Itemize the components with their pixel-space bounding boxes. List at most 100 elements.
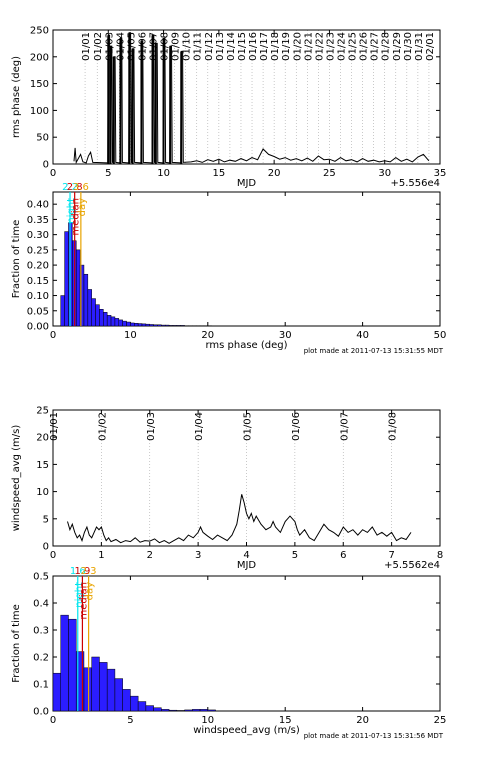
y-tick-label: 15	[36, 460, 49, 471]
x-tick-label: 30	[279, 330, 292, 341]
y-tick-label: 5	[43, 514, 49, 525]
y-tick-label: 25	[36, 406, 49, 417]
y-tick-label: 0.35	[27, 215, 49, 226]
histogram-bar	[153, 324, 158, 327]
marker-value-median: 2.8	[67, 182, 83, 193]
date-label: 01/11	[193, 32, 204, 61]
histogram-bar	[126, 321, 131, 327]
date-label: 01/20	[292, 32, 303, 61]
x-tick-label: 0	[50, 168, 56, 179]
x-tick-label: 7	[388, 550, 394, 561]
date-label: 01/09	[171, 32, 182, 61]
y-tick-label: 0.5	[33, 572, 49, 583]
y-tick-label: 0	[43, 542, 49, 553]
y-tick-label: 150	[30, 79, 49, 90]
date-label: 01/05	[126, 32, 137, 61]
plot-frame-1	[52, 191, 441, 327]
x-tick-label: 15	[279, 715, 292, 726]
x-offset-label: +5.556e4	[390, 178, 440, 189]
date-label: 01/19	[281, 32, 292, 61]
histogram-bar	[99, 662, 108, 712]
histogram-bar	[130, 322, 135, 327]
y-tick-label: 0.20	[27, 261, 49, 272]
histogram-bar	[95, 304, 100, 327]
histogram-bar	[199, 709, 209, 712]
x-axis-label: MJD	[237, 560, 257, 571]
histogram-bar	[106, 315, 112, 327]
x-tick-label: 35	[434, 168, 447, 179]
date-label: 01/26	[359, 32, 370, 61]
histogram-bar	[68, 618, 77, 712]
histogram-bar	[161, 709, 170, 712]
x-axis-label: windspeed_avg (m/s)	[193, 725, 300, 736]
marker-label-median: median	[71, 198, 82, 236]
date-label: 01/08	[388, 412, 399, 441]
histogram-bar	[122, 320, 127, 327]
histogram-bar	[64, 231, 69, 327]
histogram-bar	[118, 319, 123, 327]
histogram-bar	[114, 678, 123, 712]
histogram-bar	[153, 707, 162, 712]
date-label: 01/22	[314, 32, 325, 61]
date-label: 01/04	[194, 412, 205, 441]
windspeed-series	[67, 494, 412, 544]
y-tick-label: 0.30	[27, 230, 49, 241]
x-tick-label: 0	[50, 330, 56, 341]
histogram-bar	[110, 316, 116, 327]
y-tick-label: 0.15	[27, 276, 49, 287]
histogram-bar	[91, 298, 96, 327]
y-tick-label: 0.05	[27, 306, 49, 317]
x-tick-label: 3	[195, 550, 201, 561]
marker-label-day: day	[85, 582, 96, 600]
histogram-bar	[106, 668, 116, 712]
histogram-bar	[134, 323, 139, 327]
histogram-bar	[168, 325, 174, 327]
y-axis-label: windspeed_avg (m/s)	[11, 425, 22, 532]
histogram-bar	[87, 289, 92, 327]
date-label: 01/30	[403, 32, 414, 61]
histogram-bar	[145, 323, 151, 327]
histogram-bar	[192, 709, 201, 712]
y-tick-label: 0.40	[27, 200, 49, 211]
histogram-bar	[60, 295, 65, 327]
marker-value-night: 1.6	[70, 566, 86, 577]
x-tick-label: 8	[437, 550, 443, 561]
x-tick-label: 20	[268, 168, 281, 179]
x-tick-label: 25	[323, 168, 336, 179]
x-tick-label: 5	[127, 715, 133, 726]
x-tick-label: 5	[292, 550, 298, 561]
y-axis-label: Fraction of time	[11, 220, 22, 299]
date-label: 01/24	[336, 32, 347, 61]
plot-frame-3	[52, 575, 441, 712]
date-label: 01/16	[248, 32, 259, 61]
histogram-bar	[75, 249, 81, 327]
x-tick-label: 10	[124, 330, 137, 341]
x-tick-label: 20	[356, 715, 369, 726]
histogram-bar	[114, 318, 120, 327]
date-label: 01/01	[81, 32, 92, 61]
date-label: 01/10	[182, 32, 193, 61]
histogram-bar	[137, 323, 143, 327]
y-tick-label: 0.10	[27, 291, 49, 302]
marker-value-day: 3.6	[73, 182, 89, 193]
date-label: 01/21	[303, 32, 314, 61]
x-tick-label: 4	[243, 550, 249, 561]
marker-value-median: 1.9	[74, 566, 90, 577]
histogram-bar	[60, 614, 69, 712]
date-label: 01/27	[370, 32, 381, 61]
histogram-bar	[130, 695, 139, 712]
y-tick-label: 0.00	[27, 322, 49, 333]
date-label: 01/25	[348, 32, 359, 61]
histogram-bar	[149, 324, 154, 327]
y-tick-label: 200	[30, 52, 49, 63]
histogram-bar	[176, 325, 181, 327]
date-label: 01/17	[259, 32, 270, 61]
date-label: 01/03	[146, 412, 157, 441]
histogram-bar	[99, 309, 104, 327]
x-tick-label: 40	[356, 330, 369, 341]
y-tick-label: 0.0	[33, 707, 49, 718]
histogram-bar	[91, 656, 100, 712]
histogram-bar	[164, 324, 170, 327]
histogram-bar	[141, 323, 147, 327]
